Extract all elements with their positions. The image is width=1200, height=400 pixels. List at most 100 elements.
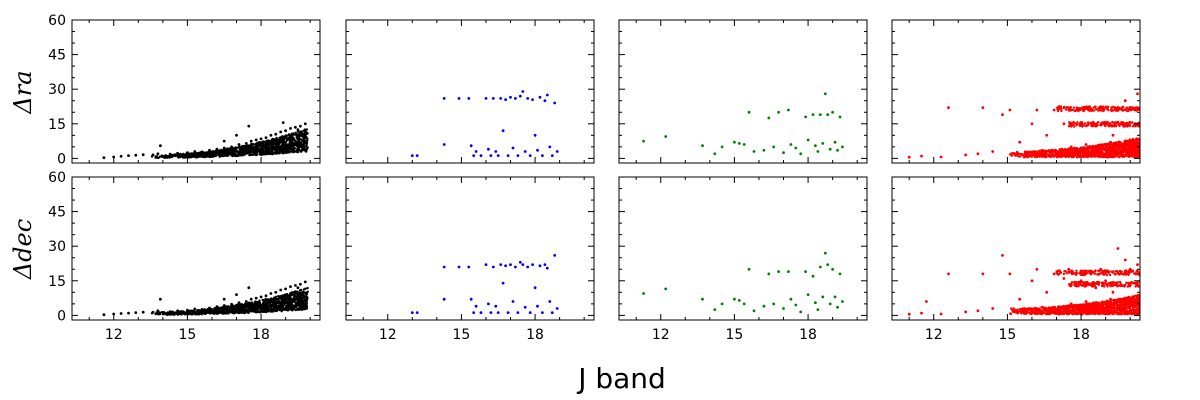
- data-point: [302, 288, 306, 291]
- data-point: [1117, 140, 1121, 143]
- data-point: [276, 299, 280, 303]
- data-point: [772, 145, 776, 149]
- x-tick-label: 12: [652, 327, 670, 343]
- data-point: [254, 296, 258, 300]
- data-point: [1114, 108, 1117, 112]
- data-point: [259, 295, 263, 299]
- data-point: [1066, 150, 1069, 154]
- data-point: [504, 98, 507, 101]
- data-point: [267, 308, 270, 311]
- data-point: [794, 303, 798, 307]
- data-point: [831, 267, 834, 271]
- data-point: [1027, 153, 1030, 156]
- data-point: [176, 312, 179, 315]
- data-point: [1098, 109, 1102, 112]
- data-point: [134, 311, 138, 314]
- data-point: [294, 298, 297, 301]
- data-point: [514, 265, 517, 269]
- data-point: [279, 301, 282, 305]
- data-point: [1111, 124, 1115, 127]
- data-point: [1097, 147, 1101, 151]
- data-point: [290, 134, 294, 138]
- data-point: [920, 154, 923, 158]
- y-tick-label: 60: [48, 170, 66, 186]
- data-point: [1122, 142, 1126, 145]
- data-point: [1072, 155, 1075, 158]
- data-point: [747, 110, 751, 114]
- data-point: [1103, 148, 1107, 152]
- data-point: [1112, 155, 1115, 159]
- data-point: [501, 281, 505, 285]
- data-point: [1091, 145, 1095, 148]
- data-point: [279, 305, 282, 308]
- data-point: [1029, 151, 1032, 154]
- data-point: [265, 300, 269, 304]
- data-point: [1121, 153, 1124, 156]
- data-point: [1105, 145, 1108, 148]
- data-point: [1086, 156, 1090, 159]
- data-point: [474, 150, 478, 153]
- data-point: [305, 293, 308, 296]
- data-point: [281, 145, 284, 149]
- data-point: [159, 144, 162, 148]
- data-point: [1125, 106, 1128, 110]
- data-point: [1039, 152, 1042, 155]
- data-point: [279, 288, 283, 292]
- data-point: [767, 272, 771, 276]
- data-point: [284, 143, 287, 146]
- data-point: [1086, 105, 1090, 109]
- data-point: [526, 97, 530, 100]
- panel-frame: [618, 176, 868, 321]
- data-point: [545, 93, 549, 97]
- data-point: [939, 155, 943, 159]
- data-point: [102, 156, 106, 160]
- data-point: [228, 306, 232, 309]
- data-point: [491, 97, 495, 100]
- data-point: [1124, 139, 1128, 143]
- data-point: [1009, 307, 1013, 310]
- data-point: [1094, 124, 1098, 128]
- data-point: [294, 142, 297, 146]
- data-point: [816, 150, 820, 153]
- data-point: [305, 132, 308, 135]
- data-point: [245, 308, 249, 311]
- data-point: [1038, 149, 1041, 153]
- data-point: [197, 151, 201, 155]
- data-point: [180, 313, 183, 316]
- data-point: [1088, 105, 1091, 108]
- data-point: [991, 150, 995, 153]
- data-point: [1073, 150, 1076, 154]
- data-point: [207, 309, 210, 313]
- data-point: [304, 300, 307, 303]
- data-point: [276, 307, 279, 310]
- data-point: [258, 299, 261, 302]
- data-point: [269, 309, 272, 313]
- data-point: [1109, 140, 1112, 144]
- data-point: [1134, 155, 1138, 159]
- data-point: [777, 270, 780, 273]
- data-point: [279, 130, 283, 134]
- data-point: [257, 147, 260, 151]
- data-point: [299, 282, 302, 286]
- data-point: [197, 309, 201, 312]
- data-point: [1119, 154, 1123, 158]
- data-point: [1070, 149, 1073, 152]
- data-point: [1119, 122, 1122, 126]
- data-point: [1065, 153, 1068, 157]
- data-point: [1107, 109, 1110, 112]
- data-point: [1068, 122, 1071, 125]
- panel-frame: [618, 19, 868, 164]
- data-point: [474, 304, 478, 308]
- data-point: [538, 264, 542, 268]
- data-point: [1052, 108, 1056, 112]
- x-tick-label: 18: [799, 327, 817, 343]
- data-point: [823, 92, 827, 96]
- data-point: [298, 307, 301, 311]
- data-point: [1131, 138, 1134, 142]
- x-tick-label: 15: [452, 327, 470, 343]
- data-point: [214, 309, 218, 313]
- y-tick-label: 45: [48, 205, 66, 221]
- data-point: [215, 147, 219, 151]
- data-point: [1123, 124, 1126, 128]
